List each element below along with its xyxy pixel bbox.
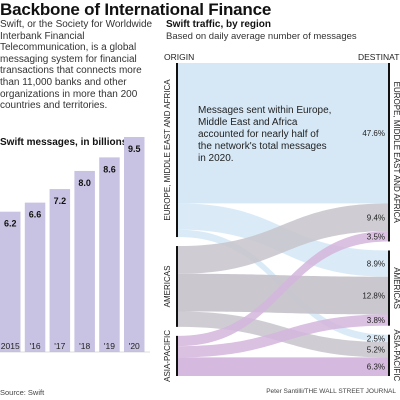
bar-3 <box>74 170 95 352</box>
origin-header: ORIGIN <box>164 52 194 62</box>
sankey-subtitle: Based on daily average number of message… <box>166 31 357 42</box>
bar-2 <box>49 189 71 352</box>
sankey-flow <box>178 314 388 358</box>
flow-value-label: 9.4% <box>367 213 385 222</box>
flow-value-label: 47.6% <box>362 129 385 138</box>
bar-category-label: 2015 <box>1 341 20 351</box>
page-title: Backbone of International Finance <box>0 0 272 19</box>
flow-value-label: 3.5% <box>367 232 385 241</box>
sankey-flow <box>178 231 388 347</box>
flow-value-label: 6.3% <box>367 363 385 372</box>
bar-category-label: '20 <box>129 341 140 351</box>
bar-value-label: 9.5 <box>128 144 141 154</box>
bar-category-label: '16 <box>30 341 41 351</box>
sankey-origin-node <box>176 63 178 238</box>
intro-text: Swift, or the Society for Worldwide Inte… <box>0 19 153 112</box>
source-note: Source: Swift <box>0 388 45 397</box>
bar-category-label: '19 <box>104 341 115 351</box>
origin-node-label: ASIA-PACIFIC <box>163 330 172 382</box>
bar-1 <box>24 202 46 352</box>
bar-chart-title: Swift messages, in billions <box>0 137 128 148</box>
sankey-flow <box>178 357 388 376</box>
sankey-title: Swift traffic, by region <box>166 19 272 30</box>
flow-value-label: 12.8% <box>362 292 385 301</box>
destination-node-label: EUROPE, MIDDLE EAST AND AFRICA <box>392 82 400 224</box>
flow-value-label: 2.5% <box>367 334 385 343</box>
bar-value-label: 8.6 <box>103 164 116 174</box>
bar-category-label: '17 <box>54 341 65 351</box>
sankey-annotation: Messages sent within Europe, Middle East … <box>198 105 331 164</box>
credit-note: Peter Santilli/THE WALL STREET JOURNAL <box>266 388 396 395</box>
destination-header: DESTINATION <box>358 52 400 62</box>
bar-value-label: 6.2 <box>4 219 17 229</box>
bar-value-label: 7.2 <box>54 196 67 206</box>
bar-value-label: 8.0 <box>78 178 91 188</box>
destination-node-label: ASIA-PACIFIC <box>392 329 400 381</box>
destination-node-label: AMERICAS <box>392 267 400 309</box>
origin-node-label: AMERICAS <box>163 266 172 308</box>
flow-value-label: 8.9% <box>367 260 385 269</box>
sankey-origin-node <box>176 246 178 327</box>
bar-category-label: '18 <box>79 341 90 351</box>
sankey-flow <box>178 273 388 315</box>
sankey-destination-node <box>388 334 390 376</box>
bar-value-label: 6.6 <box>29 210 42 220</box>
bar-4 <box>99 157 120 352</box>
sankey-destination-node <box>388 250 390 326</box>
bar-0 <box>0 211 21 352</box>
sankey-destination-node <box>388 63 390 242</box>
origin-node-label: EUROPE, MIDDLE EAST AND AFRICA <box>163 79 172 221</box>
flow-value-label: 5.2% <box>367 346 385 355</box>
sankey-flow <box>178 203 388 274</box>
bar-5 <box>124 137 145 352</box>
sankey-origin-node <box>176 335 178 376</box>
sankey-flow <box>178 63 388 204</box>
flow-value-label: 3.8% <box>367 316 385 325</box>
